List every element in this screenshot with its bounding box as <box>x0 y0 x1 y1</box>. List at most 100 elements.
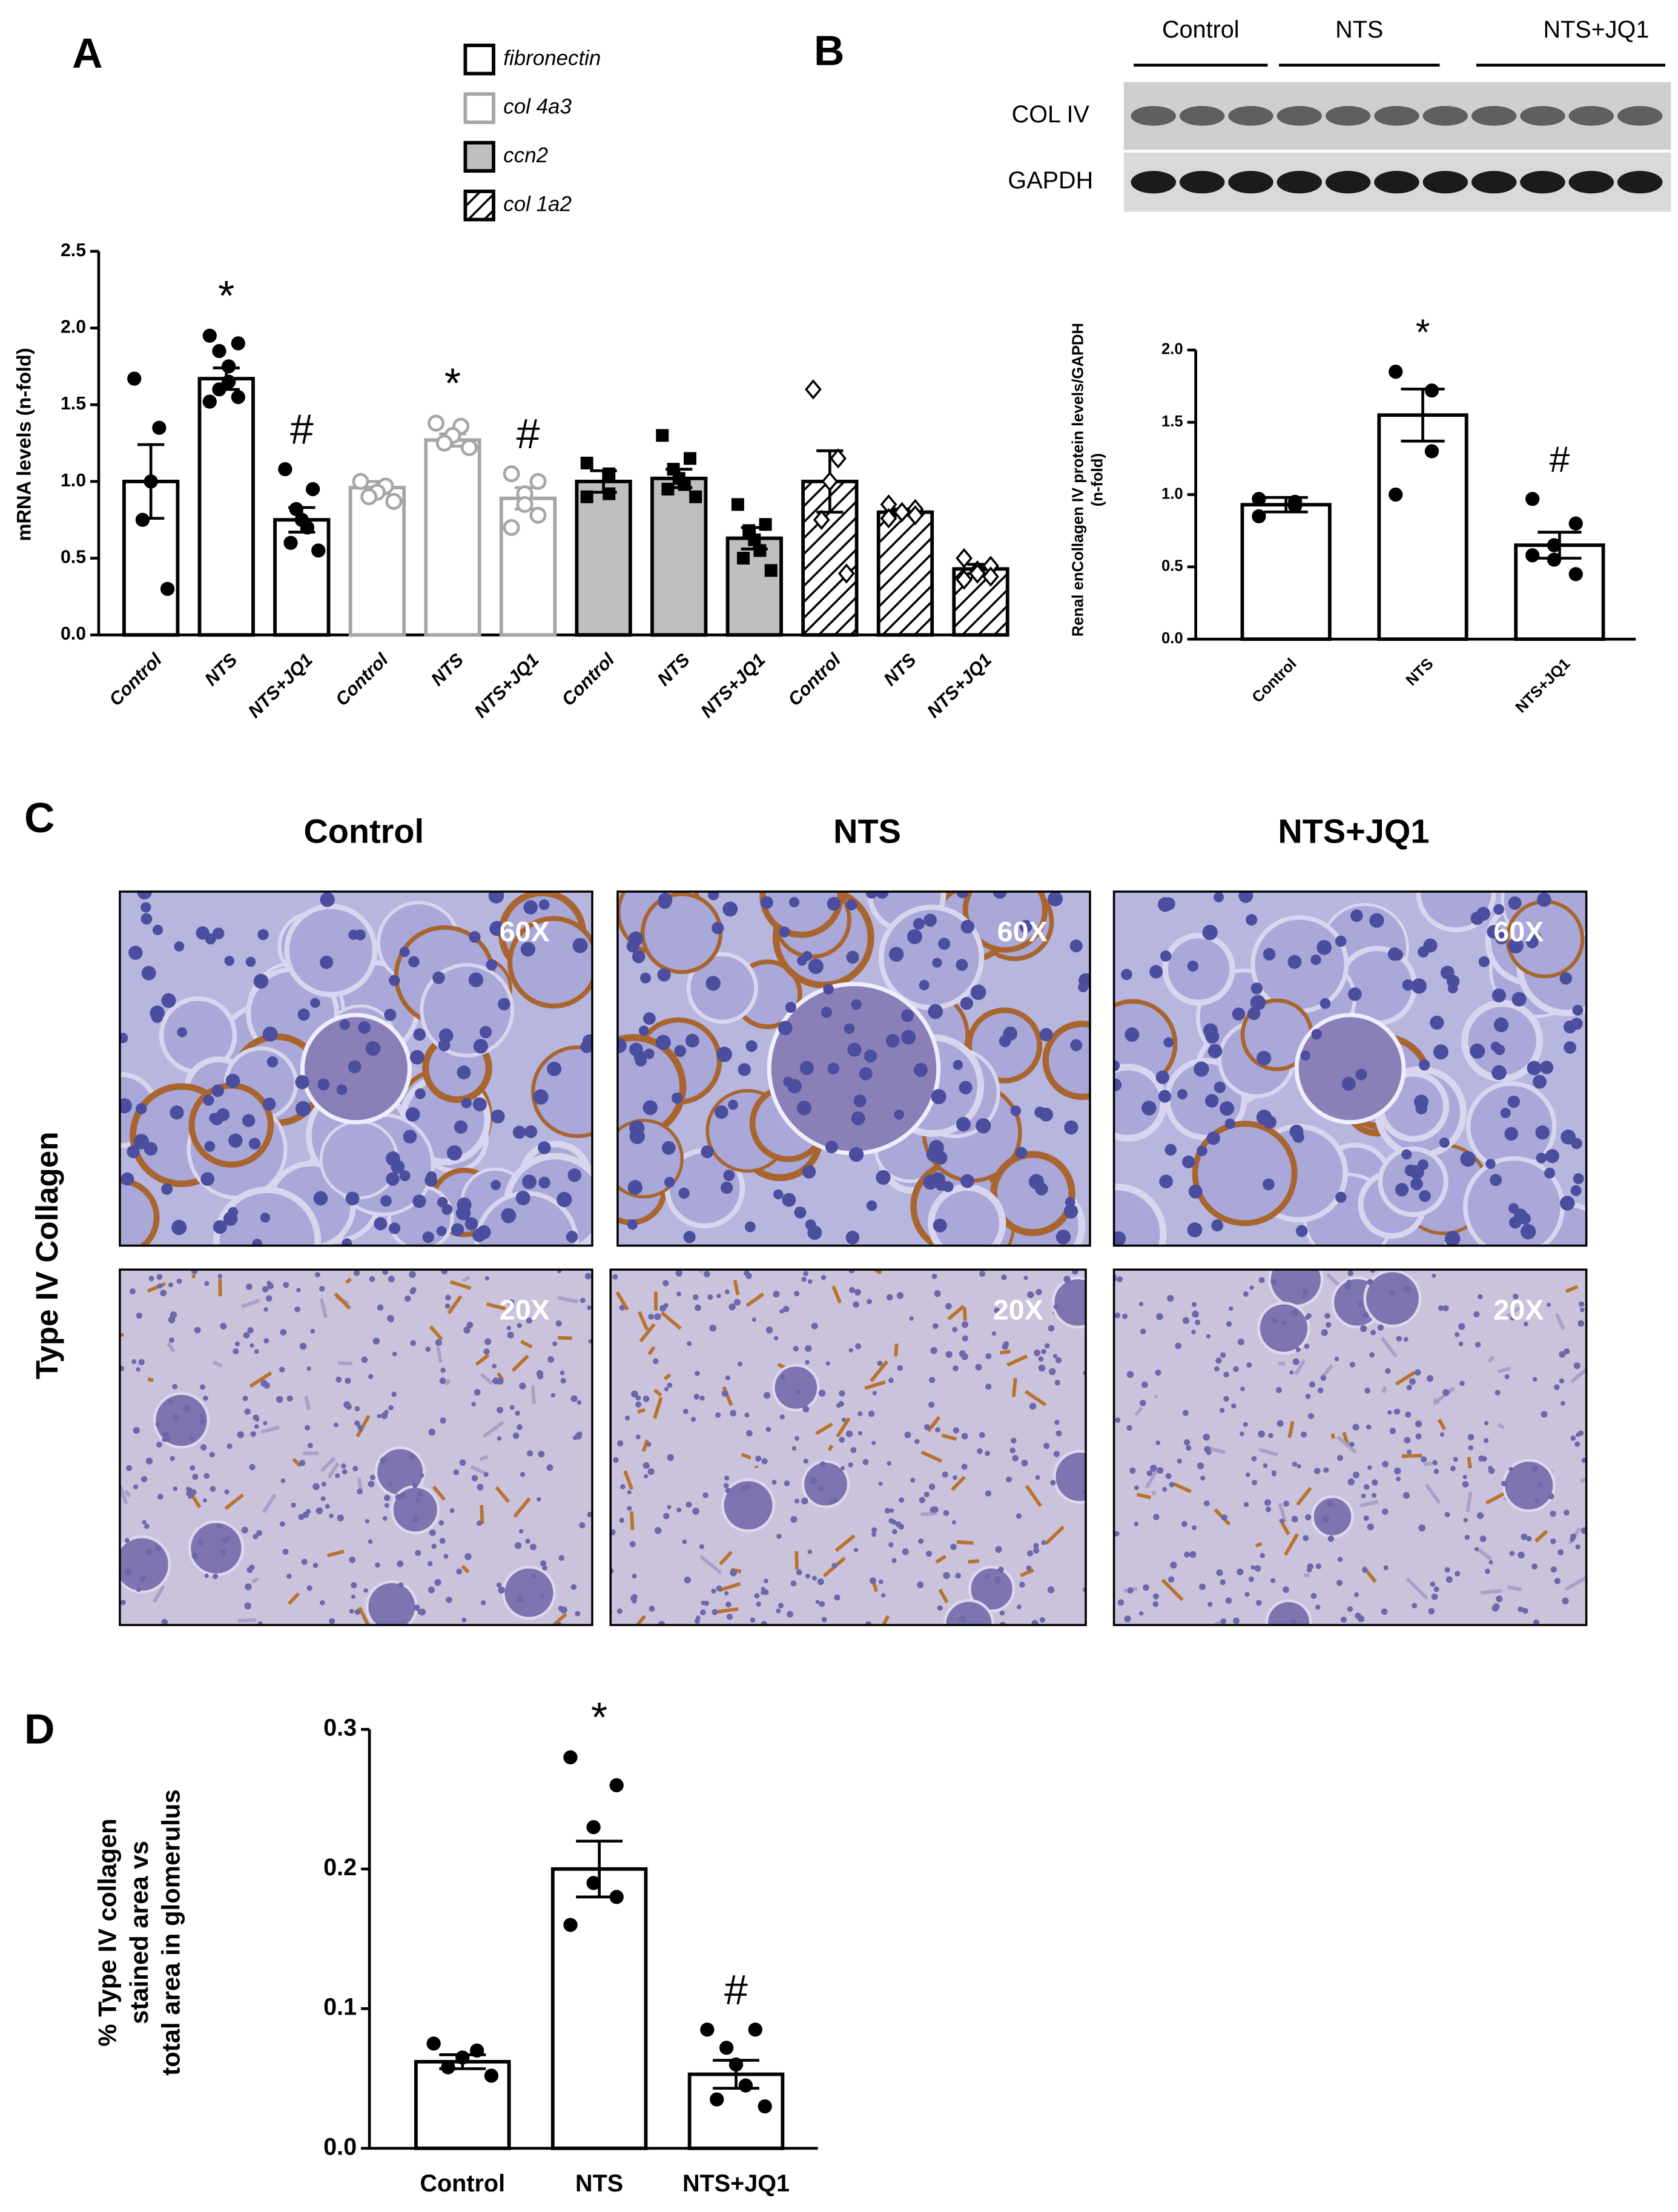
bar <box>550 1867 648 2150</box>
nucleus <box>1467 1434 1475 1441</box>
nucleus <box>1327 1535 1335 1542</box>
data-point <box>748 2022 762 2037</box>
y-tick-label: 1.5 <box>61 394 86 414</box>
nucleus <box>372 1337 380 1345</box>
nucleus <box>1352 1471 1359 1479</box>
nucleus <box>1258 1430 1265 1438</box>
nucleus <box>784 1480 790 1486</box>
nucleus <box>794 1206 807 1219</box>
nucleus <box>635 1401 642 1408</box>
nucleus <box>1370 1330 1376 1336</box>
nucleus <box>1407 1449 1412 1455</box>
nucleus <box>932 1323 939 1330</box>
nucleus <box>715 1105 728 1119</box>
nucleus <box>243 1332 250 1339</box>
nucleus <box>1127 1587 1134 1594</box>
nucleus <box>247 1327 254 1334</box>
nucleus <box>933 1218 947 1233</box>
nucleus <box>512 1432 520 1439</box>
nucleus <box>1114 1313 1120 1319</box>
nucleus <box>779 1414 785 1420</box>
nucleus <box>821 1617 827 1623</box>
nucleus <box>441 1270 448 1274</box>
nucleus <box>1578 1301 1585 1307</box>
nucleus <box>998 1566 1004 1573</box>
nucleus <box>1347 1478 1355 1486</box>
stain-streak <box>345 1277 352 1284</box>
nucleus <box>1243 1291 1249 1297</box>
nucleus <box>787 1611 794 1618</box>
nucleus <box>315 1272 320 1277</box>
stain-streak <box>480 1505 484 1525</box>
nucleus <box>1394 1408 1401 1415</box>
data-point <box>222 359 236 374</box>
nucleus <box>1243 1502 1249 1508</box>
data-point <box>586 1876 601 1890</box>
nucleus <box>1553 1384 1560 1391</box>
nucleus <box>1322 1515 1329 1523</box>
nucleus <box>1263 1463 1268 1468</box>
nucleus <box>1249 1285 1254 1290</box>
nucleus <box>501 1208 517 1224</box>
nucleus <box>168 1399 173 1405</box>
nucleus <box>1215 1357 1222 1364</box>
nucleus <box>851 999 862 1010</box>
nucleus <box>203 1472 210 1479</box>
nucleus <box>357 1488 363 1495</box>
stain-streak <box>815 1422 833 1435</box>
nucleus <box>942 1471 948 1478</box>
nucleus <box>1510 1316 1515 1321</box>
nucleus <box>1537 892 1551 907</box>
nucleus <box>1504 1127 1519 1141</box>
nucleus <box>310 1329 315 1334</box>
nucleus <box>1205 1029 1220 1044</box>
nucleus <box>1048 1368 1056 1376</box>
nucleus <box>1064 1120 1078 1134</box>
tubule <box>1162 932 1235 1006</box>
nucleus <box>409 1050 424 1065</box>
nucleus <box>492 1377 500 1385</box>
nucleus <box>1121 969 1132 981</box>
nucleus <box>141 965 156 981</box>
nucleus <box>1367 1523 1374 1531</box>
nucleus <box>1500 1107 1511 1119</box>
nucleus <box>203 1396 208 1401</box>
nucleus <box>953 1427 959 1434</box>
stain-streak <box>1284 1533 1299 1556</box>
nucleus <box>335 1473 340 1479</box>
nucleus <box>576 1400 582 1405</box>
nucleus <box>558 1606 564 1612</box>
nucleus <box>351 1582 357 1589</box>
nucleus <box>301 1558 308 1565</box>
nucleus <box>943 1510 950 1516</box>
data-point <box>484 2068 499 2083</box>
nucleus <box>761 1458 768 1465</box>
nucleus <box>386 1151 400 1166</box>
stain-streak <box>920 1511 937 1517</box>
nucleus <box>1417 1159 1429 1170</box>
y-axis-label: stained area vs <box>125 1841 153 2024</box>
nucleus <box>345 1191 360 1206</box>
nucleus <box>329 1618 335 1624</box>
nucleus <box>794 1291 800 1297</box>
nucleus <box>1446 975 1460 988</box>
nucleus <box>976 1118 991 1134</box>
stain-streak <box>1565 1285 1579 1293</box>
y-tick-label: 0.0 <box>1161 630 1183 647</box>
stain-streak <box>124 1489 131 1498</box>
glomerulus <box>1294 1013 1406 1125</box>
nucleus <box>213 1220 227 1234</box>
glomerulus <box>1265 1599 1312 1625</box>
nucleus <box>173 1414 180 1422</box>
nucleus <box>827 896 841 911</box>
nucleus <box>1444 1512 1450 1517</box>
nucleus <box>805 1574 810 1579</box>
nucleus <box>252 1239 262 1246</box>
y-tick-label: 1.0 <box>1161 485 1183 502</box>
nucleus <box>409 1288 416 1295</box>
nucleus <box>865 892 878 899</box>
nucleus <box>975 1363 982 1371</box>
nucleus <box>1476 907 1490 921</box>
nucleus <box>1381 1608 1388 1615</box>
nucleus <box>1203 1433 1211 1441</box>
